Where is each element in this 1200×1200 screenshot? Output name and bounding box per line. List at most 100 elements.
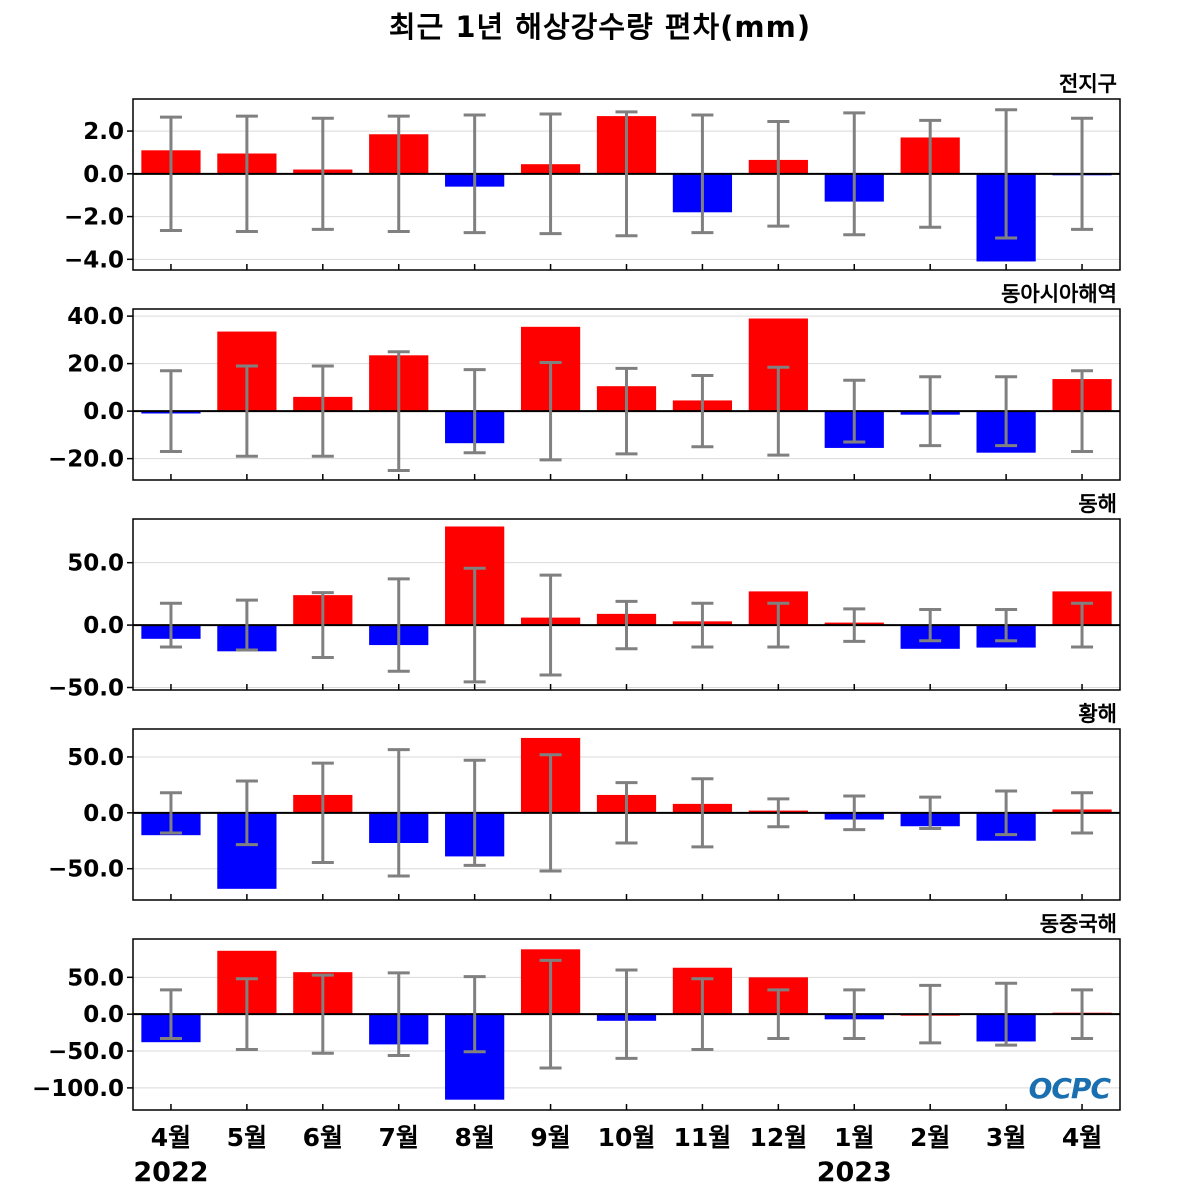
y-tick-label: −100.0 xyxy=(32,1076,124,1102)
error-bar-3-12 xyxy=(995,607,1018,643)
year-label: 2023 xyxy=(817,1157,892,1188)
error-bar-5-2 xyxy=(235,977,258,1052)
error-bar-4-12 xyxy=(995,789,1018,837)
y-tick-label: 2.0 xyxy=(83,119,124,145)
error-bar-1-2 xyxy=(235,114,258,234)
error-bar-4-2 xyxy=(235,779,258,847)
error-bar-4-13 xyxy=(1071,791,1094,835)
error-bar-5-12 xyxy=(995,981,1018,1047)
error-bar-3-13 xyxy=(1071,601,1094,649)
chart-title: 최근 1년 해상강수량 편차(mm) xyxy=(388,10,812,44)
error-bar-2-7 xyxy=(615,366,638,456)
error-bar-2-9 xyxy=(767,365,790,457)
error-bar-1-4 xyxy=(387,114,410,234)
error-bar-3-1 xyxy=(159,601,182,649)
error-bar-2-13 xyxy=(1071,369,1094,453)
error-bar-3-5 xyxy=(463,566,486,684)
error-bar-1-8 xyxy=(691,113,714,235)
y-tick-label: 50.0 xyxy=(67,745,124,771)
error-bar-1-3 xyxy=(311,116,334,231)
panel-title: 황해 xyxy=(1078,702,1117,726)
error-bar-2-1 xyxy=(159,369,182,453)
error-bar-3-3 xyxy=(311,591,334,660)
error-bar-3-6 xyxy=(539,573,562,677)
y-tick-label: −50.0 xyxy=(48,676,124,702)
y-tick-label: 40.0 xyxy=(67,304,124,330)
x-tick-label: 8월 xyxy=(454,1123,494,1152)
panel-title: 전지구 xyxy=(1059,72,1117,96)
error-bar-4-3 xyxy=(311,761,334,865)
x-tick-label: 5월 xyxy=(227,1123,267,1152)
y-tick-label: −4.0 xyxy=(64,247,124,273)
error-bar-2-2 xyxy=(235,364,258,458)
error-bar-4-8 xyxy=(691,777,714,849)
y-tick-label: 20.0 xyxy=(67,352,124,378)
panel-title: 동해 xyxy=(1078,492,1117,516)
error-bar-3-2 xyxy=(235,598,258,652)
x-tick-label: 7월 xyxy=(379,1123,419,1152)
error-bar-5-10 xyxy=(843,988,866,1041)
error-bar-2-12 xyxy=(995,375,1018,448)
x-tick-label: 4월 xyxy=(1062,1123,1102,1152)
error-bar-4-7 xyxy=(615,781,638,845)
error-bar-4-11 xyxy=(919,795,942,830)
error-bar-5-4 xyxy=(387,971,410,1057)
error-bar-2-11 xyxy=(919,375,942,448)
error-bar-1-12 xyxy=(995,108,1018,240)
error-bar-3-11 xyxy=(919,607,942,643)
error-bar-3-9 xyxy=(767,601,790,649)
error-bar-5-5 xyxy=(463,975,486,1054)
y-tick-label: 0.0 xyxy=(83,1002,124,1028)
x-tick-label: 2월 xyxy=(910,1123,950,1152)
x-tick-label: 3월 xyxy=(986,1123,1026,1152)
ocpc-logo: OCPC xyxy=(1029,1072,1112,1105)
error-bar-2-6 xyxy=(539,360,562,462)
error-bar-3-4 xyxy=(387,577,410,673)
y-tick-label: −2.0 xyxy=(64,205,124,231)
error-bar-3-10 xyxy=(843,607,866,643)
error-bar-5-3 xyxy=(311,973,334,1055)
x-tick-label: 1월 xyxy=(834,1123,874,1152)
y-tick-label: 0.0 xyxy=(83,801,124,827)
error-bar-1-10 xyxy=(843,111,866,237)
y-tick-label: 0.0 xyxy=(83,162,124,188)
error-bar-1-1 xyxy=(159,115,182,232)
y-tick-label: 50.0 xyxy=(67,551,124,577)
error-bar-5-8 xyxy=(691,977,714,1052)
panel-title: 동아시아해역 xyxy=(1001,282,1117,306)
y-tick-label: −50.0 xyxy=(48,1039,124,1065)
error-bar-5-1 xyxy=(159,988,182,1041)
error-bar-1-13 xyxy=(1071,116,1094,231)
error-bar-4-1 xyxy=(159,791,182,835)
error-bar-5-7 xyxy=(615,968,638,1060)
error-bar-2-3 xyxy=(311,364,334,458)
error-bar-5-13 xyxy=(1071,988,1094,1041)
x-tick-label: 10월 xyxy=(598,1123,656,1152)
year-label: 2022 xyxy=(133,1157,208,1188)
x-tick-label: 12월 xyxy=(749,1123,807,1152)
error-bar-3-8 xyxy=(691,601,714,649)
error-bar-4-9 xyxy=(767,797,790,829)
panel-title: 동중국해 xyxy=(1040,912,1117,936)
y-tick-label: 0.0 xyxy=(83,613,124,639)
error-bar-2-5 xyxy=(463,368,486,455)
error-bar-5-9 xyxy=(767,988,790,1041)
error-bar-4-4 xyxy=(387,748,410,878)
error-bar-1-11 xyxy=(919,118,942,229)
error-bar-1-6 xyxy=(539,112,562,236)
error-bar-2-10 xyxy=(843,378,866,444)
y-tick-label: 0.0 xyxy=(83,399,124,425)
x-tick-label: 6월 xyxy=(303,1123,343,1152)
y-tick-label: 50.0 xyxy=(67,965,124,991)
error-bar-1-7 xyxy=(615,110,638,238)
error-bar-2-4 xyxy=(387,350,410,472)
error-bar-4-5 xyxy=(463,758,486,867)
x-tick-label: 9월 xyxy=(530,1123,570,1152)
error-bar-1-5 xyxy=(463,113,486,235)
error-bar-4-10 xyxy=(843,794,866,832)
x-tick-label: 11월 xyxy=(674,1123,732,1152)
error-bar-5-11 xyxy=(919,983,942,1045)
error-bar-4-6 xyxy=(539,753,562,873)
x-tick-label: 4월 xyxy=(151,1123,191,1152)
